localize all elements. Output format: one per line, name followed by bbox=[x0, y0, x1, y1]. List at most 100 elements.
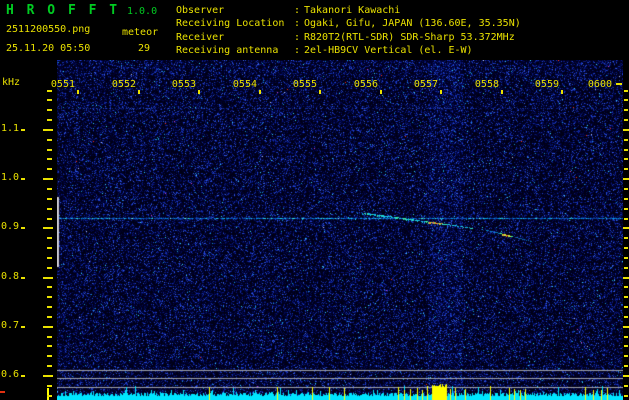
freq-major-tick-right bbox=[623, 375, 629, 377]
freq-minor-tick-right bbox=[624, 208, 628, 210]
freq-tick-label: 0.9 bbox=[1, 221, 20, 232]
freq-tick-label: 0.6 bbox=[1, 369, 20, 380]
time-tick-label: 0554 bbox=[232, 79, 257, 90]
freq-major-tick-left bbox=[43, 227, 53, 229]
freq-minor-tick-right bbox=[624, 198, 628, 200]
station-row-colon: : bbox=[294, 31, 301, 43]
output-filename: 2511200550.png bbox=[6, 24, 91, 35]
time-tick bbox=[138, 90, 140, 94]
freq-minor-tick-right bbox=[624, 395, 628, 397]
freq-major-tick-left bbox=[43, 178, 53, 180]
freq-minor-tick-right bbox=[624, 345, 628, 347]
freq-minor-tick-left bbox=[47, 355, 52, 357]
time-tick bbox=[440, 90, 442, 94]
time-tick-label: 0600 bbox=[587, 79, 612, 90]
time-tick bbox=[501, 90, 503, 94]
time-edge-dash bbox=[616, 83, 622, 85]
station-row-colon: : bbox=[294, 45, 301, 57]
station-row: Receiving antenna:2el-HB9CV Vertical (el… bbox=[176, 44, 521, 57]
time-tick-label: 0555 bbox=[292, 79, 317, 90]
freq-minor-tick-left bbox=[47, 385, 52, 387]
freq-tick-label: 1.0 bbox=[1, 172, 20, 183]
freq-minor-tick-right bbox=[624, 257, 628, 259]
freq-tick-label: 1.1 bbox=[1, 123, 20, 134]
station-row-label: Observer bbox=[176, 5, 225, 16]
freq-minor-tick-right bbox=[624, 158, 628, 160]
station-row-colon: : bbox=[294, 18, 301, 30]
freq-minor-tick-right bbox=[624, 336, 628, 338]
time-tick-label: 0552 bbox=[111, 79, 136, 90]
freq-minor-tick-right bbox=[624, 168, 628, 170]
station-row-label: Receiver bbox=[176, 31, 225, 43]
freq-minor-tick-left bbox=[47, 208, 52, 210]
freq-minor-tick-left bbox=[47, 365, 52, 367]
app-version: 1.0.0 bbox=[127, 6, 158, 17]
freq-minor-tick-left bbox=[47, 316, 52, 318]
time-tick-label: 0553 bbox=[171, 79, 196, 90]
capture-datetime: 25.11.20 05:50 bbox=[6, 43, 91, 54]
freq-axis-unit-label: kHz bbox=[2, 77, 21, 88]
freq-minor-tick-left bbox=[47, 267, 52, 269]
freq-minor-tick-right bbox=[624, 90, 628, 92]
freq-minor-tick-right bbox=[624, 99, 628, 101]
freq-minor-tick-right bbox=[624, 149, 628, 151]
freq-major-tick-left bbox=[43, 375, 53, 377]
station-row: Receiving Location: Ogaki, Gifu, JAPAN (1… bbox=[176, 17, 521, 30]
station-row: Observer: Takanori Kawachi bbox=[176, 4, 521, 17]
freq-minor-tick-right bbox=[624, 306, 628, 308]
freq-label-dash bbox=[21, 326, 25, 328]
time-tick bbox=[198, 90, 200, 94]
freq-label-dash bbox=[21, 375, 25, 377]
freq-major-tick-right bbox=[623, 227, 629, 229]
freq-label-dash bbox=[21, 178, 25, 180]
station-row-value: 2el-HB9CV Vertical (el. E-W) bbox=[304, 45, 473, 57]
freq-minor-tick-left bbox=[47, 99, 52, 101]
station-row-label: Receiving antenna bbox=[176, 45, 279, 57]
station-row-value: Ogaki, Gifu, JAPAN (136.60E, 35.35N) bbox=[304, 18, 521, 30]
freq-minor-tick-left bbox=[47, 247, 52, 249]
time-tick-label: 0556 bbox=[353, 79, 378, 90]
freq-minor-tick-left bbox=[47, 296, 52, 298]
freq-minor-tick-right bbox=[624, 316, 628, 318]
freq-major-tick-right bbox=[623, 277, 629, 279]
time-tick bbox=[259, 90, 261, 94]
time-tick bbox=[561, 90, 563, 94]
freq-minor-tick-left bbox=[47, 188, 52, 190]
freq-minor-tick-left bbox=[47, 90, 52, 92]
freq-label-dash bbox=[21, 227, 25, 229]
freq-minor-tick-right bbox=[624, 365, 628, 367]
station-row: Receiver: R820T2(RTL-SDR) SDR-Sharp 53.37… bbox=[176, 31, 521, 44]
freq-major-tick-left bbox=[43, 326, 53, 328]
freq-minor-tick-right bbox=[624, 385, 628, 387]
freq-minor-tick-left bbox=[47, 218, 52, 220]
echo-count: 29 bbox=[138, 43, 151, 54]
time-tick-label: 0557 bbox=[413, 79, 438, 90]
freq-minor-tick-right bbox=[624, 247, 628, 249]
freq-minor-tick-right bbox=[624, 286, 628, 288]
time-tick-label: 0558 bbox=[474, 79, 499, 90]
freq-minor-tick-left bbox=[47, 306, 52, 308]
freq-minor-tick-right bbox=[624, 267, 628, 269]
freq-minor-tick-right bbox=[624, 109, 628, 111]
freq-minor-tick-left bbox=[47, 139, 52, 141]
freq-minor-tick-right bbox=[624, 139, 628, 141]
freq-minor-tick-left bbox=[47, 395, 52, 397]
freq-minor-tick-right bbox=[624, 237, 628, 239]
freq-minor-tick-left bbox=[47, 109, 52, 111]
margin-echo-spike bbox=[47, 388, 49, 400]
app-title: H R O F F T bbox=[6, 3, 120, 18]
freq-minor-tick-right bbox=[624, 355, 628, 357]
spectrogram-canvas bbox=[57, 60, 623, 400]
freq-major-tick-right bbox=[623, 326, 629, 328]
freq-minor-tick-left bbox=[47, 149, 52, 151]
freq-minor-tick-left bbox=[47, 237, 52, 239]
freq-minor-tick-left bbox=[47, 158, 52, 160]
freq-tick-label: 0.7 bbox=[1, 320, 20, 331]
station-row-colon: : bbox=[294, 5, 301, 16]
freq-minor-tick-left bbox=[47, 286, 52, 288]
freq-label-dash bbox=[21, 129, 25, 131]
station-row-value: R820T2(RTL-SDR) SDR-Sharp 53.372MHz bbox=[304, 31, 515, 43]
freq-major-tick-left bbox=[43, 129, 53, 131]
station-row-label: Receiving Location bbox=[176, 18, 285, 30]
